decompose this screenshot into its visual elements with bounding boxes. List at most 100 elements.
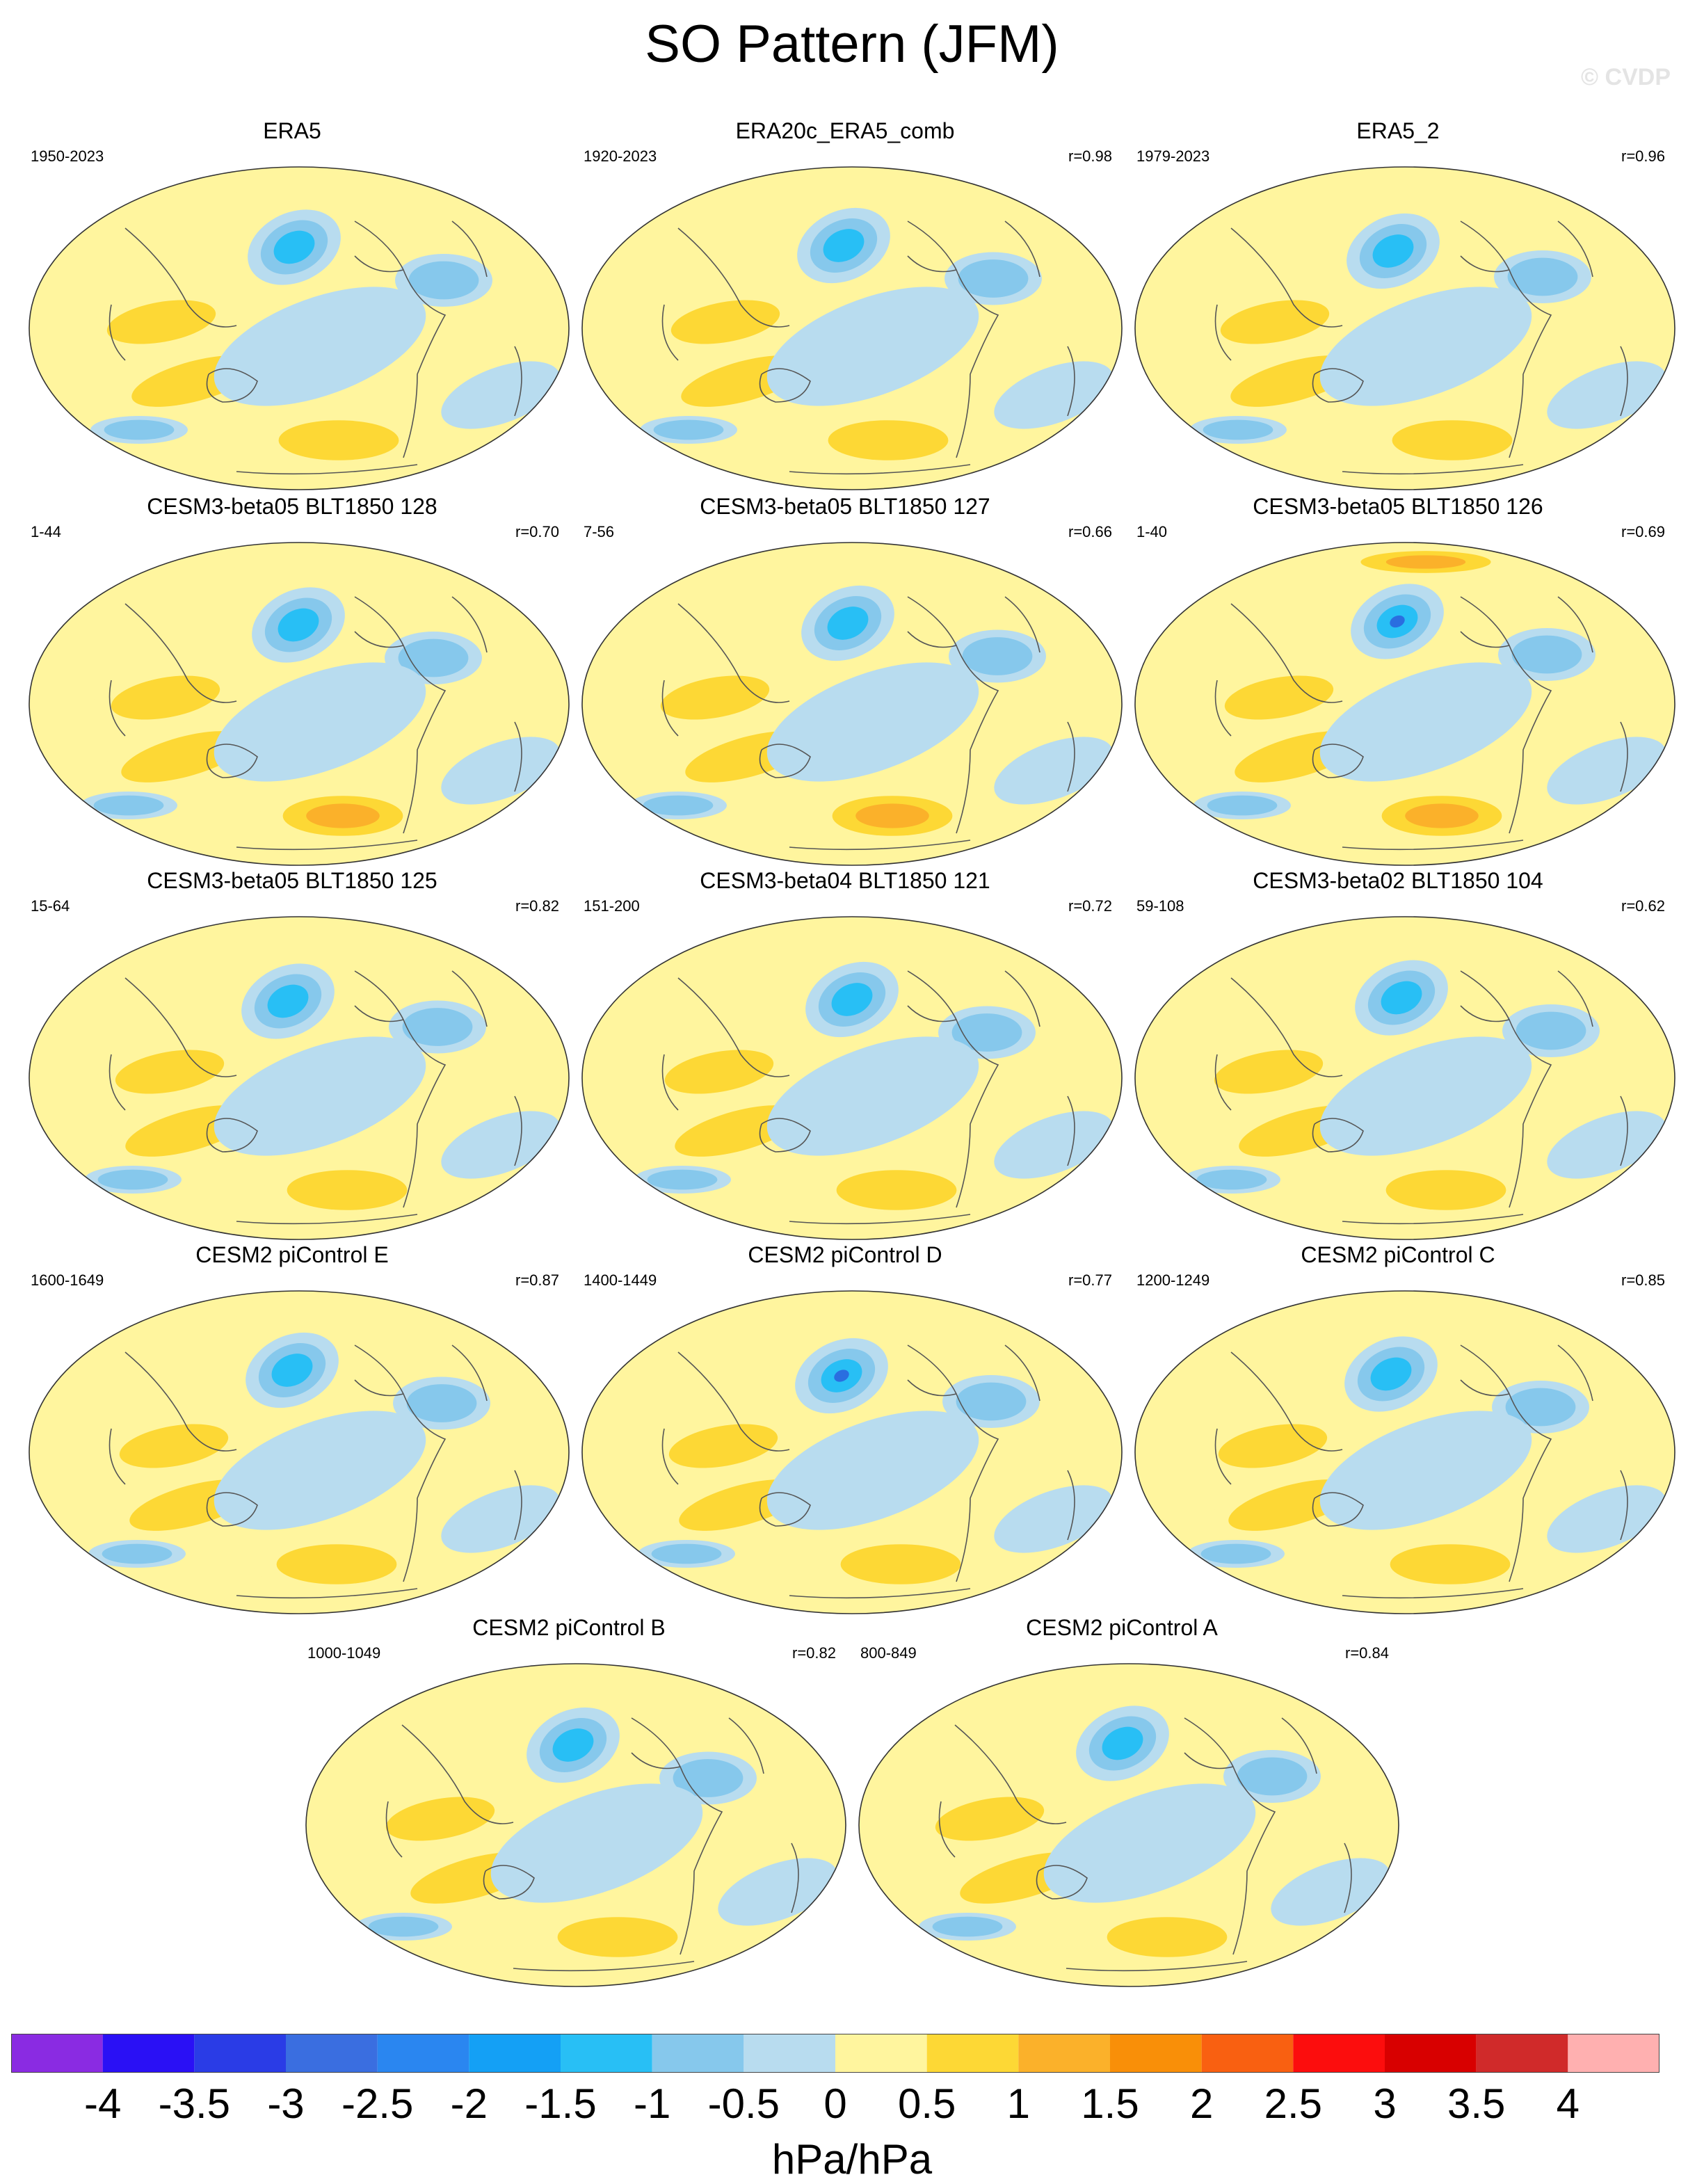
anomaly-field — [29, 1291, 569, 1614]
map — [1134, 166, 1675, 490]
anomaly-field — [582, 543, 1122, 865]
map-panel: ERA20c_ERA5_comb 1920-2023 r=0.98 — [567, 118, 1123, 491]
panel-correlation: r=0.82 — [515, 897, 559, 915]
colorbar-tick-label: 0.5 — [897, 2080, 956, 2127]
anomaly-contour — [490, 1783, 703, 1903]
anomaly-field — [582, 1291, 1122, 1614]
anomaly-contour — [214, 287, 426, 406]
anomaly-contour — [668, 1424, 778, 1468]
anomaly-field — [1135, 1291, 1675, 1614]
panel-years: 1-44 — [31, 523, 62, 540]
anomaly-field — [29, 917, 569, 1239]
anomaly-contour — [1392, 420, 1513, 460]
anomaly-contour — [1207, 795, 1278, 816]
panel-title: ERA5 — [263, 118, 321, 143]
colorbar-bin — [377, 2034, 469, 2073]
panel-correlation: r=0.62 — [1621, 897, 1665, 915]
colorbar-bin — [744, 2034, 835, 2073]
map-panel: CESM2 piControl D 1400-1449 r=0.77 — [567, 1242, 1123, 1615]
anomaly-contour — [766, 1036, 979, 1156]
panel-correlation: r=0.70 — [515, 523, 559, 540]
anomaly-contour — [1511, 635, 1582, 674]
coastlines — [661, 1344, 1075, 1599]
map-panel: CESM2 piControl B 1000-1049 r=0.82 — [291, 1615, 847, 1988]
anomaly-contour — [1107, 1917, 1228, 1957]
anomaly-field — [1135, 167, 1675, 490]
anomaly-contour — [506, 1668, 687, 1699]
map-panel: ERA5 1950-2023 — [14, 118, 570, 491]
colorbar-bin — [194, 2034, 286, 2073]
colorbar-bin — [286, 2034, 378, 2073]
map — [581, 166, 1123, 490]
map-panel: CESM2 piControl A 800-849 r=0.84 — [844, 1615, 1400, 1988]
anomaly-contour — [1390, 615, 1405, 628]
coastlines — [661, 970, 1075, 1225]
colorbar-bin — [1201, 2034, 1294, 2073]
panel-title: CESM3-beta05 BLT1850 125 — [147, 868, 437, 893]
anomaly-contour — [1335, 1295, 1516, 1326]
colorbar-bin — [835, 2034, 927, 2073]
cvdp-watermark: © CVDP — [1581, 64, 1671, 90]
map-panel: CESM2 piControl E 1600-1649 r=0.87 — [14, 1242, 570, 1615]
anomaly-contour — [670, 300, 780, 344]
anomaly-contour — [102, 1543, 172, 1564]
map-outline — [581, 1290, 1123, 1614]
colorbar-tick-label: 1.5 — [1081, 2080, 1139, 2127]
panel-title: CESM3-beta05 BLT1850 127 — [700, 494, 990, 519]
coastlines — [938, 1717, 1352, 1972]
coastlines — [108, 220, 522, 475]
anomaly-contour — [276, 1544, 397, 1584]
anomaly-contour — [840, 1544, 961, 1584]
colorbar-tick-label: -1.5 — [524, 2080, 597, 2127]
map-panel: CESM3-beta05 BLT1850 125 15-64 r=0.82 — [14, 868, 570, 1241]
map-panel: CESM3-beta02 BLT1850 104 59-108 r=0.62 — [1120, 868, 1676, 1241]
panel-years: 1000-1049 — [307, 1644, 381, 1662]
anomaly-contour — [97, 1169, 168, 1190]
map-outline — [1134, 542, 1675, 866]
map — [581, 1290, 1123, 1614]
anomaly-contour — [1319, 662, 1532, 782]
anomaly-contour — [287, 1170, 408, 1210]
map-outline — [581, 166, 1123, 490]
anomaly-contour — [831, 983, 873, 1016]
anomaly-contour — [956, 1382, 1027, 1421]
colorbar-bin — [1293, 2034, 1385, 2073]
anomaly-contour — [994, 1111, 1114, 1179]
anomaly-contour — [1385, 1170, 1506, 1210]
map — [29, 166, 570, 490]
anomaly-contour — [782, 171, 963, 202]
anomaly-contour — [402, 1008, 473, 1046]
colorbar-tick-label: 0 — [823, 2080, 847, 2127]
panel-title: CESM3-beta04 BLT1850 121 — [700, 868, 990, 893]
map — [1134, 916, 1675, 1240]
anomaly-contour — [951, 1013, 1022, 1052]
panel-correlation: r=0.72 — [1068, 897, 1112, 915]
anomaly-contour — [441, 1111, 561, 1179]
anomaly-field — [1135, 917, 1675, 1239]
anomaly-contour — [1224, 675, 1334, 720]
anomaly-contour — [306, 803, 380, 828]
anomaly-contour — [1059, 1668, 1240, 1699]
colorbar-bin — [469, 2034, 561, 2073]
coastlines — [1214, 1344, 1628, 1599]
panel-title: CESM3-beta02 BLT1850 104 — [1253, 868, 1543, 893]
anomaly-field — [1135, 543, 1675, 865]
panel-years: 1979-2023 — [1136, 147, 1210, 165]
panel-years: 1200-1249 — [1136, 1271, 1210, 1289]
anomaly-contour — [93, 795, 164, 816]
panel-title: ERA20c_ERA5_comb — [735, 118, 955, 143]
anomaly-contour — [962, 637, 1033, 675]
map — [581, 916, 1123, 1240]
anomaly-field — [306, 1664, 846, 1986]
colorbar-bin — [926, 2034, 1019, 2073]
coastlines — [108, 970, 522, 1225]
anomaly-contour — [935, 1797, 1045, 1841]
anomaly-contour — [1220, 300, 1330, 344]
colorbar-bin — [102, 2034, 195, 2073]
panel-correlation: r=0.87 — [515, 1271, 559, 1289]
map-panel: CESM3-beta04 BLT1850 121 151-200 r=0.72 — [567, 868, 1123, 1241]
panel-years: 1600-1649 — [31, 1271, 104, 1289]
panel-title: CESM3-beta05 BLT1850 128 — [147, 494, 437, 519]
panel-correlation: r=0.98 — [1068, 147, 1112, 165]
panel-years: 1400-1449 — [584, 1271, 657, 1289]
